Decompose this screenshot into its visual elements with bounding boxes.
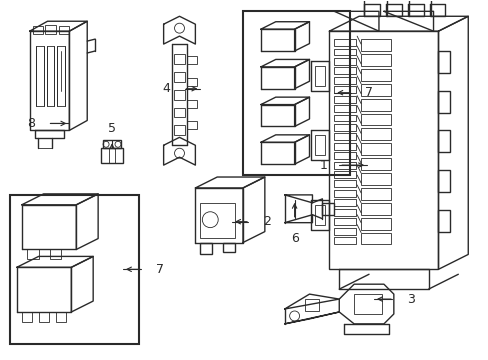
Bar <box>315 66 325 86</box>
Bar <box>10 195 139 344</box>
Bar <box>173 72 185 82</box>
Bar <box>322 203 334 215</box>
Text: 7: 7 <box>155 263 163 276</box>
Bar <box>360 173 390 185</box>
Bar <box>173 125 185 135</box>
Bar <box>44 25 56 34</box>
Bar <box>360 69 390 81</box>
Bar <box>173 90 185 100</box>
Bar <box>360 158 390 170</box>
Bar <box>187 100 197 108</box>
Bar <box>334 162 355 168</box>
Bar <box>334 77 355 84</box>
Bar <box>360 188 390 200</box>
Bar <box>334 49 355 55</box>
Bar <box>360 54 390 66</box>
Bar <box>304 299 319 311</box>
Bar <box>334 86 355 93</box>
Bar <box>334 209 355 216</box>
Bar <box>57 46 65 105</box>
Text: 6: 6 <box>290 231 298 244</box>
Bar <box>173 54 185 64</box>
Bar <box>187 121 197 129</box>
Bar <box>334 39 355 46</box>
Bar <box>353 294 381 314</box>
Bar <box>334 180 355 188</box>
Bar <box>200 203 235 238</box>
Bar <box>334 218 355 225</box>
Bar <box>360 39 390 51</box>
Bar <box>334 228 355 235</box>
Bar <box>315 135 325 155</box>
Bar <box>334 237 355 244</box>
Text: 8: 8 <box>27 117 36 130</box>
Bar <box>187 56 197 64</box>
Bar <box>438 130 449 152</box>
Bar <box>360 129 390 140</box>
Bar <box>334 105 355 112</box>
Text: 5: 5 <box>108 122 116 135</box>
Bar <box>334 114 355 121</box>
Bar <box>200 243 212 255</box>
Bar <box>334 67 355 74</box>
Bar <box>334 199 355 206</box>
Text: 7: 7 <box>365 86 372 99</box>
Bar <box>39 312 48 322</box>
Bar <box>27 249 39 260</box>
Bar <box>334 152 355 159</box>
Bar <box>243 11 349 175</box>
Bar <box>360 233 390 244</box>
Bar <box>360 99 390 111</box>
Bar <box>36 46 43 105</box>
Bar <box>33 26 42 34</box>
Bar <box>334 58 355 65</box>
Text: 1: 1 <box>319 159 326 172</box>
Bar <box>438 170 449 192</box>
Bar <box>360 218 390 230</box>
Bar <box>60 26 69 34</box>
Bar <box>223 243 235 252</box>
Bar <box>334 96 355 103</box>
Bar <box>438 210 449 231</box>
Bar <box>328 31 438 269</box>
Bar <box>334 133 355 140</box>
Bar <box>438 51 449 73</box>
Bar <box>101 148 122 163</box>
Bar <box>315 205 325 225</box>
Bar <box>56 312 66 322</box>
Bar <box>334 143 355 150</box>
Bar <box>360 203 390 215</box>
Bar <box>46 46 54 105</box>
Bar <box>334 190 355 197</box>
Text: 3: 3 <box>406 293 414 306</box>
Text: 4: 4 <box>163 82 170 95</box>
Bar <box>334 124 355 131</box>
Bar <box>187 78 197 86</box>
Text: 2: 2 <box>263 215 270 228</box>
Bar <box>49 249 61 260</box>
Bar <box>334 171 355 178</box>
Bar <box>360 84 390 96</box>
Bar <box>21 312 32 322</box>
Bar <box>103 140 121 148</box>
Bar <box>360 143 390 155</box>
Bar <box>173 108 185 117</box>
Bar <box>360 113 390 125</box>
Bar <box>438 91 449 113</box>
